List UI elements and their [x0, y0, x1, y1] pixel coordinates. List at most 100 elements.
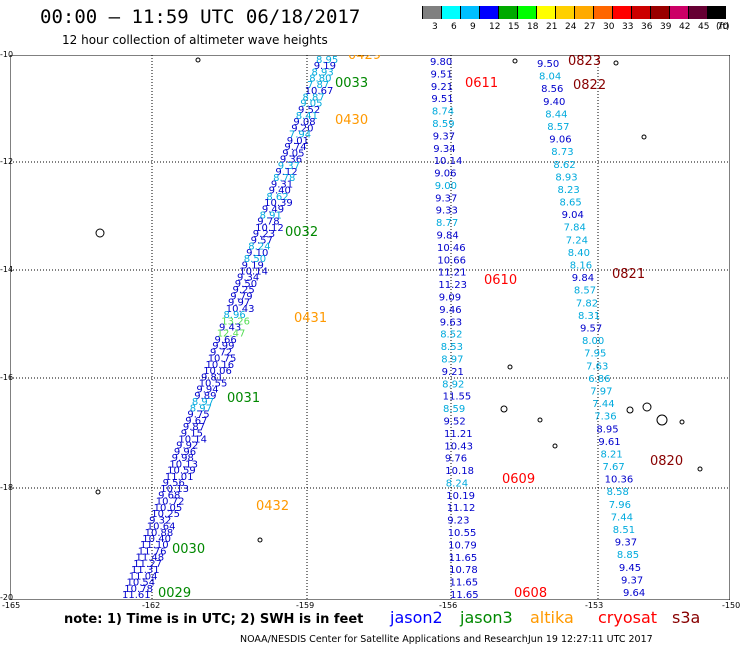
color-scale-swatch [422, 6, 441, 19]
color-scale-swatch [460, 6, 479, 19]
wave-height-label: 9.94 [196, 385, 218, 396]
wave-height-label: 11.01 [165, 472, 194, 483]
wave-height-label: 9.10 [246, 248, 268, 259]
color-scale-tick-label: 70 [717, 22, 729, 32]
wave-height-label: 9.61 [598, 437, 620, 448]
wave-height-label: 10.59 [167, 466, 196, 477]
color-scale-tick-label: 36 [641, 22, 653, 32]
note-text: note: 1) Time is in UTC; 2) SWH is in fe… [64, 612, 364, 627]
island-outlines [95, 57, 703, 543]
island-outline [656, 414, 668, 426]
wave-height-label: 10.18 [445, 466, 474, 477]
wave-height-label: 11.04 [129, 571, 158, 582]
pass-number-tag: 0610 [484, 273, 517, 288]
wave-height-label: 10.72 [156, 497, 185, 508]
wave-height-label: 9.99 [212, 341, 234, 352]
wave-height-label: 9.57 [251, 235, 273, 246]
wave-height-label: 11.31 [131, 565, 160, 576]
wave-height-label: 9.89 [194, 391, 216, 402]
pass-number-tag: 0431 [294, 311, 327, 326]
longitude-label: -165 [2, 601, 21, 610]
pass-number-tag: 0029 [158, 586, 191, 600]
legend-item-jason3: jason3 [460, 608, 513, 627]
wave-height-label: 10.36 [605, 475, 634, 486]
pass-number-tag: 0030 [172, 542, 205, 557]
wave-height-label: 9.37 [435, 193, 457, 204]
wave-height-label: 8.85 [617, 550, 639, 561]
wave-height-label: 9.04 [562, 210, 584, 221]
wave-height-label: 9.31 [271, 179, 293, 190]
wave-height-label: 9.19 [242, 260, 264, 271]
timestamp-text: Jun 19 12:27:11 UTC 2017 [528, 634, 653, 645]
wave-height-label: 10.14 [434, 156, 463, 167]
island-outline [95, 489, 101, 495]
wave-height-label: 6.86 [588, 374, 610, 385]
wave-height-label: 7.96 [609, 500, 631, 511]
wave-height-label: 9.50 [537, 59, 559, 70]
wave-height-label: 9.05 [282, 148, 304, 159]
wave-height-label: 9.00 [435, 181, 457, 192]
wave-height-label: 9.72 [210, 347, 232, 358]
wave-height-label: 8.93 [555, 172, 577, 183]
wave-height-label: 9.06 [549, 135, 571, 146]
wave-height-label: 10.55 [199, 379, 228, 390]
wave-height-label: 10.78 [124, 584, 153, 595]
wave-height-label: 8.65 [560, 198, 582, 209]
wave-height-label: 7.44 [611, 512, 633, 523]
island-outline [257, 537, 263, 543]
legend-item-cryosat: cryosat [598, 608, 658, 627]
wave-height-label: 7.24 [566, 235, 588, 246]
longitude-label: -153 [585, 601, 604, 610]
wave-height-label: 8.91 [260, 211, 282, 222]
wave-height-tracks: 8.959.198.938.807.8710.678.879.059.528.4… [122, 55, 645, 600]
wave-height-label: 9.56 [163, 478, 185, 489]
altimeter-map: 8.959.198.938.807.8710.678.879.059.528.4… [10, 55, 730, 600]
pass-number-tag: 0032 [285, 225, 318, 240]
wave-height-label: 7.82 [576, 298, 598, 309]
wave-height-label: 8.59 [443, 404, 465, 415]
wave-height-label: 12.47 [217, 329, 246, 340]
wave-height-label: 8.59 [432, 119, 454, 130]
wave-height-label: 9.81 [201, 372, 223, 383]
wave-height-label: 10.06 [203, 366, 232, 377]
wave-height-label: 9.21 [442, 367, 464, 378]
wave-height-label: 10.43 [444, 441, 473, 452]
legend-item-altika: altika [530, 608, 574, 627]
wave-height-label: 8.23 [558, 185, 580, 196]
wave-height-label: 7.97 [590, 387, 612, 398]
wave-height-label: 8.92 [442, 379, 464, 390]
wave-height-label: 8.62 [266, 192, 288, 203]
color-scale-swatch [555, 6, 574, 19]
wave-height-label: 10.43 [226, 304, 255, 315]
pass-number-tag: 0609 [502, 472, 535, 487]
wave-height-label: 8.97 [190, 403, 212, 414]
island-outline [613, 60, 619, 66]
color-scale-tick-label: (ft) [716, 22, 730, 32]
wave-height-label: 8.44 [545, 109, 567, 120]
wave-height-label: 8.56 [541, 84, 563, 95]
wave-height-label: 9.63 [440, 317, 462, 328]
wave-height-label: 11.21 [444, 429, 473, 440]
wave-height-label: 9.40 [543, 97, 565, 108]
latitude-label: -18 [0, 483, 14, 492]
wave-height-label: 8.31 [578, 311, 600, 322]
wave-height-label: 10.05 [154, 503, 183, 514]
wave-height-label: 8.97 [192, 397, 214, 408]
wave-height-label: 8.78 [273, 173, 295, 184]
wave-height-label: 9.06 [434, 169, 456, 180]
color-scale-swatch [669, 6, 688, 19]
pass-number-tag: 0821 [612, 267, 645, 282]
wave-height-label: 7.67 [603, 462, 625, 473]
wave-height-label: 11.65 [450, 578, 479, 589]
wave-height-label: 9.49 [262, 204, 284, 215]
wave-height-label: 8.51 [613, 525, 635, 536]
wave-height-label: 8.24 [446, 478, 468, 489]
latitude-label: -16 [0, 373, 14, 382]
color-scale-swatch [631, 6, 650, 19]
longitude-label: -156 [439, 601, 458, 610]
wave-height-label: 9.45 [619, 563, 641, 574]
color-scale-tick-label: 39 [660, 22, 672, 32]
wave-height-label: 10.88 [145, 528, 174, 539]
pass-number-tag: 0430 [335, 113, 368, 128]
color-scale-swatch [479, 6, 498, 19]
